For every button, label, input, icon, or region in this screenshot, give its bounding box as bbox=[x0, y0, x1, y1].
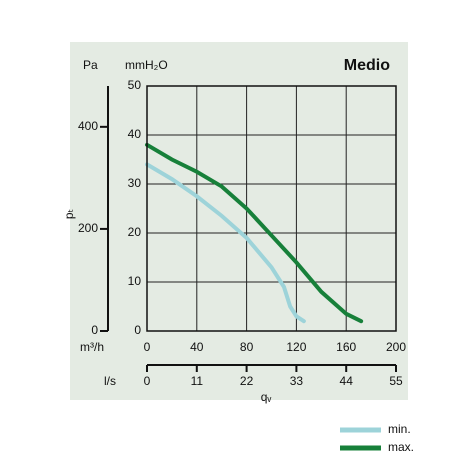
y-axis-label: pₜ bbox=[62, 209, 76, 219]
y-unit: mmH₂O bbox=[125, 58, 168, 72]
y-tick-label: 40 bbox=[128, 127, 142, 141]
x2-tick-label: 0 bbox=[144, 374, 151, 388]
x2-tick-label: 11 bbox=[191, 374, 204, 388]
y-tick-label: 30 bbox=[128, 176, 142, 190]
x-tick-label: 80 bbox=[240, 340, 254, 354]
chart-title: Medio bbox=[344, 57, 390, 74]
x-tick-label: 120 bbox=[286, 340, 306, 354]
x2-tick-label: 55 bbox=[389, 374, 403, 388]
y2-tick-label: 200 bbox=[78, 221, 98, 235]
x-tick-label: 40 bbox=[190, 340, 204, 354]
x-tick-label: 200 bbox=[386, 340, 406, 354]
x-tick-label: 160 bbox=[336, 340, 356, 354]
y-tick-label: 0 bbox=[134, 323, 141, 337]
y2-unit: Pa bbox=[83, 58, 98, 72]
x2-unit: l/s bbox=[104, 374, 116, 388]
series-line bbox=[145, 162, 306, 324]
x-unit: m³/h bbox=[80, 340, 104, 354]
x-axis-label: qᵥ bbox=[261, 390, 272, 404]
legend-label: max. bbox=[388, 440, 414, 454]
legend-label: min. bbox=[388, 422, 411, 436]
panel bbox=[70, 42, 408, 400]
x-tick-label: 0 bbox=[144, 340, 151, 354]
x2-tick-label: 22 bbox=[240, 374, 254, 388]
y-tick-label: 20 bbox=[128, 225, 142, 239]
y2-tick-label: 400 bbox=[78, 119, 98, 133]
y-tick-label: 50 bbox=[128, 78, 142, 92]
x2-tick-label: 33 bbox=[290, 374, 304, 388]
y2-tick-label: 0 bbox=[91, 323, 98, 337]
plot-border bbox=[146, 85, 397, 332]
x2-tick-label: 44 bbox=[340, 374, 354, 388]
y-tick-label: 10 bbox=[128, 274, 142, 288]
series-line bbox=[145, 142, 364, 324]
